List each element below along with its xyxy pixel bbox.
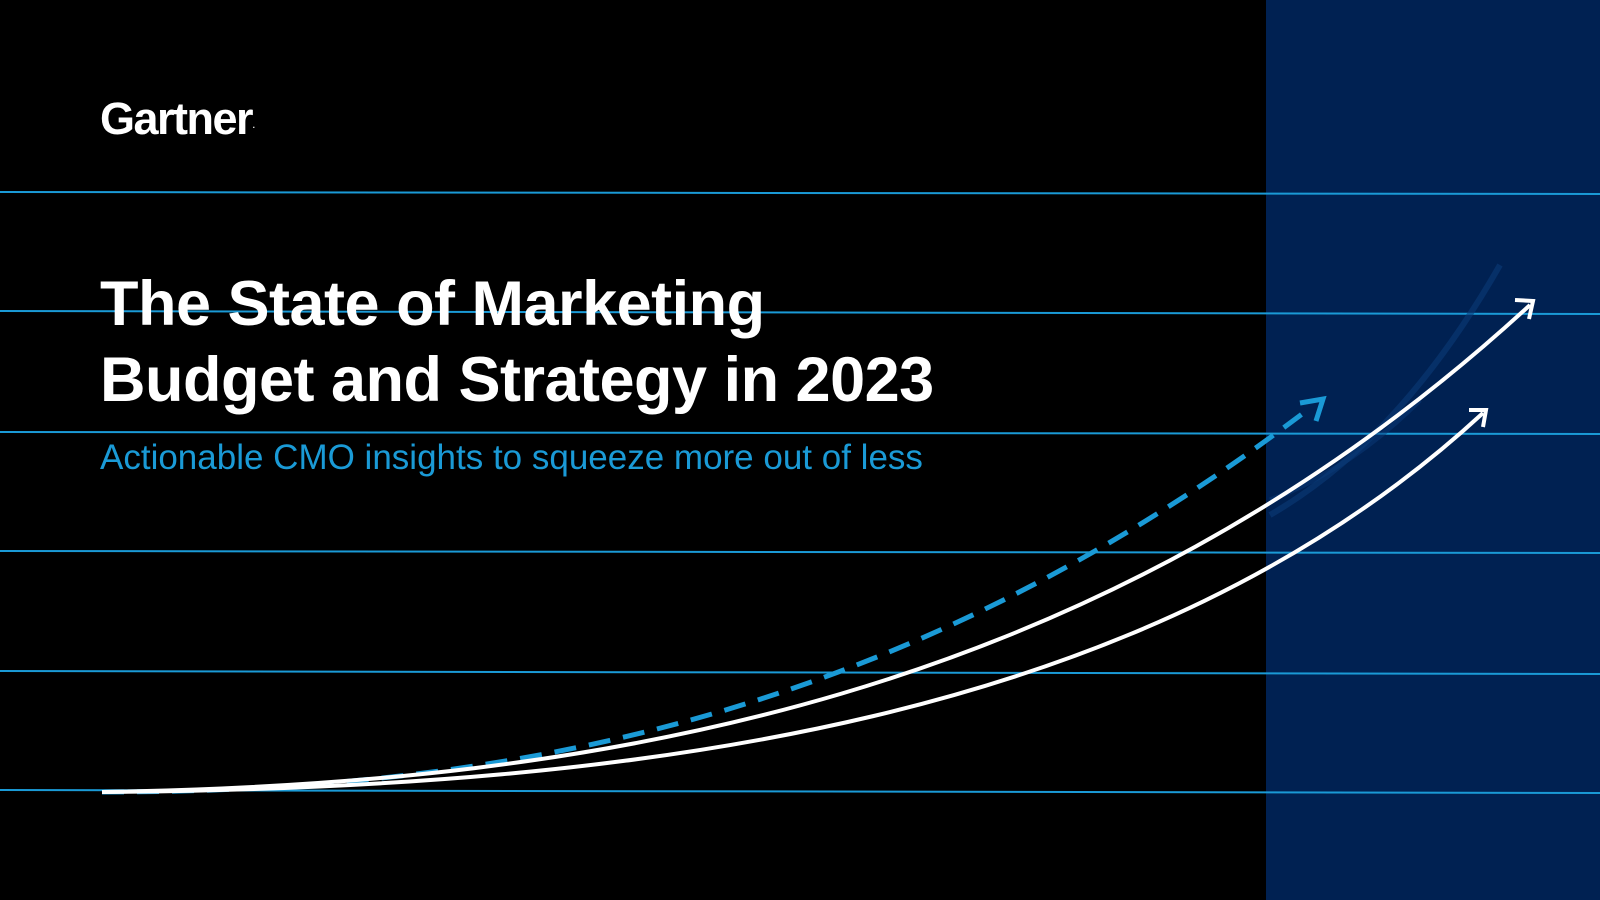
rule-line — [0, 431, 1600, 435]
logo-text: Gartner — [100, 93, 254, 144]
title-line-2: Budget and Strategy in 2023 — [100, 345, 934, 415]
page-subtitle: Actionable CMO insights to squeeze more … — [100, 438, 923, 477]
side-panel — [1266, 0, 1600, 900]
title-line-1: The State of Marketing — [100, 269, 765, 339]
rule-line — [0, 550, 1600, 554]
page-title: The State of Marketing Budget and Strate… — [100, 266, 934, 418]
rule-line — [0, 191, 1600, 195]
dashed-growth-arrow-icon — [101, 395, 1327, 795]
solid-growth-arrow-icon — [101, 298, 1536, 794]
rule-line — [0, 310, 1600, 315]
gartner-logo[interactable]: Gartner. — [100, 96, 255, 141]
rule-line — [0, 670, 1600, 675]
arrow-shadow — [1268, 263, 1503, 518]
solid-growth-arrow-icon — [101, 408, 1489, 794]
logo-mark: . — [252, 117, 256, 131]
